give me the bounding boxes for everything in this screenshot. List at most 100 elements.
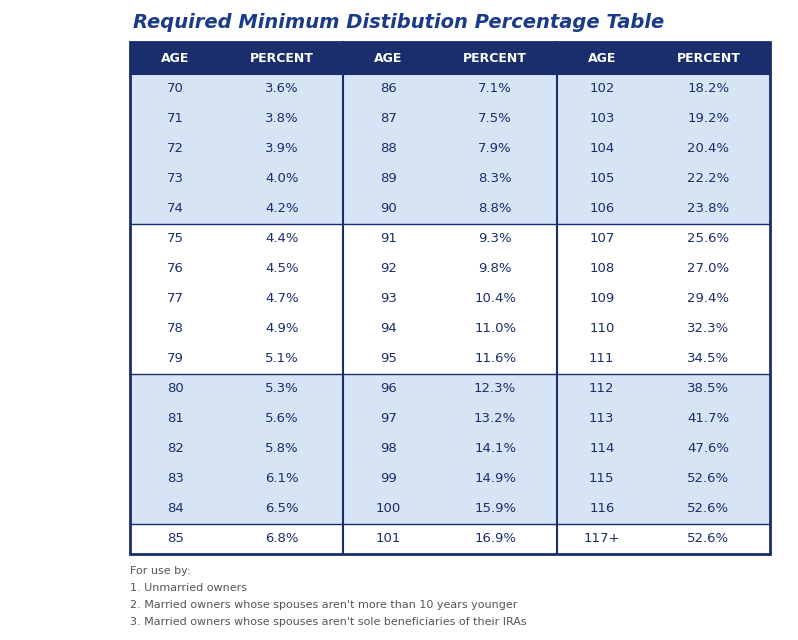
Text: 102: 102 <box>589 83 614 95</box>
Text: 83: 83 <box>167 472 184 486</box>
Text: 74: 74 <box>167 202 184 216</box>
Text: PERCENT: PERCENT <box>677 51 741 65</box>
Text: 99: 99 <box>380 472 397 486</box>
Text: 76: 76 <box>167 262 184 275</box>
Bar <box>130 194 770 224</box>
Text: 98: 98 <box>380 442 397 456</box>
Text: 14.1%: 14.1% <box>474 442 516 456</box>
Text: 85: 85 <box>167 532 184 545</box>
Bar <box>130 314 770 344</box>
Text: 5.3%: 5.3% <box>265 383 298 396</box>
Text: 15.9%: 15.9% <box>474 502 516 515</box>
Bar <box>130 494 770 524</box>
Text: 4.2%: 4.2% <box>265 202 298 216</box>
Bar <box>130 344 770 374</box>
Text: AGE: AGE <box>374 51 403 65</box>
Bar <box>130 42 770 554</box>
Text: 4.0%: 4.0% <box>265 173 298 186</box>
Text: 20.4%: 20.4% <box>687 143 729 156</box>
Text: 3.8%: 3.8% <box>265 113 298 125</box>
Text: 105: 105 <box>589 173 614 186</box>
Text: 6.1%: 6.1% <box>265 472 298 486</box>
Text: 29.4%: 29.4% <box>687 292 729 305</box>
Text: 4.4%: 4.4% <box>265 232 298 246</box>
Text: 116: 116 <box>589 502 614 515</box>
Text: 73: 73 <box>167 173 184 186</box>
Text: PERCENT: PERCENT <box>463 51 527 65</box>
Text: 89: 89 <box>380 173 397 186</box>
Text: 107: 107 <box>589 232 614 246</box>
Bar <box>130 284 770 314</box>
Text: 8.8%: 8.8% <box>478 202 512 216</box>
Text: AGE: AGE <box>161 51 189 65</box>
Text: 9.3%: 9.3% <box>478 232 512 246</box>
Text: PERCENT: PERCENT <box>250 51 314 65</box>
Text: 7.5%: 7.5% <box>478 113 512 125</box>
Text: 5.6%: 5.6% <box>265 413 298 426</box>
Text: 72: 72 <box>167 143 184 156</box>
Text: 91: 91 <box>380 232 397 246</box>
Text: 114: 114 <box>589 442 614 456</box>
Text: 97: 97 <box>380 413 397 426</box>
Text: 3.9%: 3.9% <box>265 143 298 156</box>
Text: 3.6%: 3.6% <box>265 83 298 95</box>
Text: 52.6%: 52.6% <box>687 502 729 515</box>
Text: 92: 92 <box>380 262 397 275</box>
Text: 87: 87 <box>380 113 397 125</box>
Text: For use by:: For use by: <box>130 566 191 576</box>
Text: 41.7%: 41.7% <box>687 413 729 426</box>
Text: 110: 110 <box>589 323 614 335</box>
Text: 11.0%: 11.0% <box>474 323 516 335</box>
Text: 2. Married owners whose spouses aren't more than 10 years younger: 2. Married owners whose spouses aren't m… <box>130 600 517 610</box>
Text: 79: 79 <box>167 353 184 365</box>
Bar <box>130 164 770 194</box>
Text: 106: 106 <box>589 202 614 216</box>
Text: 22.2%: 22.2% <box>687 173 729 186</box>
Text: 16.9%: 16.9% <box>474 532 516 545</box>
Text: 86: 86 <box>380 83 397 95</box>
Text: Required Minimum Distibution Percentage Table: Required Minimum Distibution Percentage … <box>133 13 665 31</box>
Text: 8.3%: 8.3% <box>478 173 512 186</box>
Text: 84: 84 <box>167 502 184 515</box>
Text: 52.6%: 52.6% <box>687 472 729 486</box>
Text: 34.5%: 34.5% <box>687 353 729 365</box>
Bar <box>130 374 770 404</box>
Text: 109: 109 <box>589 292 614 305</box>
Bar <box>130 524 770 554</box>
Text: AGE: AGE <box>587 51 616 65</box>
Text: 14.9%: 14.9% <box>474 472 516 486</box>
Text: 38.5%: 38.5% <box>687 383 729 396</box>
Text: 94: 94 <box>380 323 397 335</box>
Text: 32.3%: 32.3% <box>687 323 729 335</box>
Bar <box>130 254 770 284</box>
Bar <box>130 74 770 104</box>
Text: 80: 80 <box>167 383 184 396</box>
Bar <box>130 404 770 434</box>
Text: 95: 95 <box>380 353 397 365</box>
Text: 113: 113 <box>589 413 614 426</box>
Text: 70: 70 <box>167 83 184 95</box>
Text: 103: 103 <box>589 113 614 125</box>
Text: 52.6%: 52.6% <box>687 532 729 545</box>
Text: 117+: 117+ <box>583 532 620 545</box>
Text: 88: 88 <box>380 143 397 156</box>
Bar <box>130 464 770 494</box>
Text: 4.7%: 4.7% <box>265 292 298 305</box>
Text: 7.1%: 7.1% <box>478 83 512 95</box>
Text: 12.3%: 12.3% <box>474 383 516 396</box>
Text: 7.9%: 7.9% <box>478 143 512 156</box>
Text: 112: 112 <box>589 383 614 396</box>
Text: 90: 90 <box>380 202 397 216</box>
Text: 10.4%: 10.4% <box>474 292 516 305</box>
Text: 82: 82 <box>167 442 184 456</box>
Text: 93: 93 <box>380 292 397 305</box>
Text: 81: 81 <box>167 413 184 426</box>
Text: 4.9%: 4.9% <box>265 323 298 335</box>
Bar <box>130 134 770 164</box>
Bar <box>130 42 770 74</box>
Text: 111: 111 <box>589 353 614 365</box>
Text: 4.5%: 4.5% <box>265 262 298 275</box>
Bar <box>130 104 770 134</box>
Text: 108: 108 <box>589 262 614 275</box>
Text: 100: 100 <box>376 502 401 515</box>
